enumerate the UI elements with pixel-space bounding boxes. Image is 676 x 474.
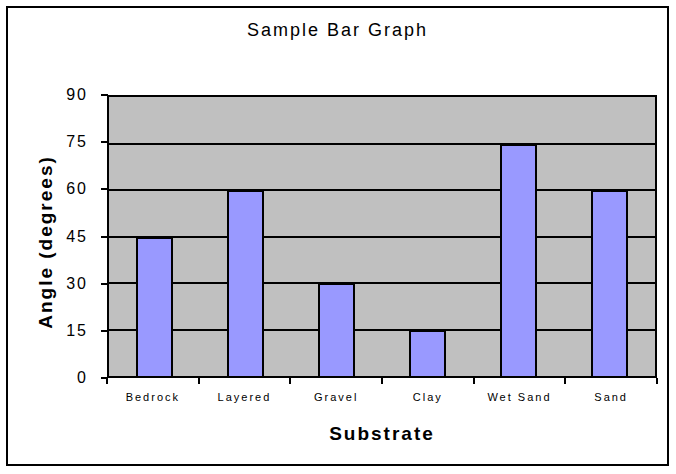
x-tick-mark <box>564 378 566 384</box>
gridline <box>109 189 655 191</box>
x-tick-mark <box>473 378 475 384</box>
bar-sand <box>591 190 628 376</box>
y-tick-label: 30 <box>30 275 88 293</box>
x-axis-title: Substrate <box>107 423 657 445</box>
bar-gravel <box>318 283 355 376</box>
y-tick-label: 0 <box>30 369 88 387</box>
bar-clay <box>409 330 446 377</box>
x-tick-mark <box>381 378 383 384</box>
x-category-label: Layered <box>199 391 291 404</box>
y-tick-label: 45 <box>30 228 88 246</box>
gridline <box>109 143 655 145</box>
x-category-label: Clay <box>382 391 474 404</box>
x-tick-mark <box>656 378 658 384</box>
y-tick-label: 60 <box>30 180 88 198</box>
plot-area <box>107 95 657 378</box>
bar-layered <box>227 190 264 376</box>
bar-wet-sand <box>500 144 537 377</box>
x-category-label: Sand <box>565 391 657 404</box>
y-tick-label: 15 <box>30 322 88 340</box>
gridline <box>109 236 655 238</box>
x-category-label: Wet Sand <box>474 391 566 404</box>
gridline <box>109 282 655 284</box>
y-tick-mark <box>101 141 108 143</box>
bar-chart: Sample Bar Graph Angle (degrees) Substra… <box>0 0 676 474</box>
x-tick-mark <box>198 378 200 384</box>
x-category-label: Gravel <box>290 391 382 404</box>
y-tick-mark <box>101 236 108 238</box>
y-tick-label: 75 <box>30 133 88 151</box>
chart-title: Sample Bar Graph <box>6 20 669 41</box>
y-tick-mark <box>101 94 108 96</box>
gridline <box>109 329 655 331</box>
x-tick-mark <box>106 378 108 384</box>
y-tick-mark <box>101 283 108 285</box>
x-category-label: Bedrock <box>107 391 199 404</box>
y-tick-mark <box>101 330 108 332</box>
y-tick-label: 90 <box>30 86 88 104</box>
x-tick-mark <box>289 378 291 384</box>
bar-bedrock <box>136 237 173 377</box>
y-tick-mark <box>101 188 108 190</box>
